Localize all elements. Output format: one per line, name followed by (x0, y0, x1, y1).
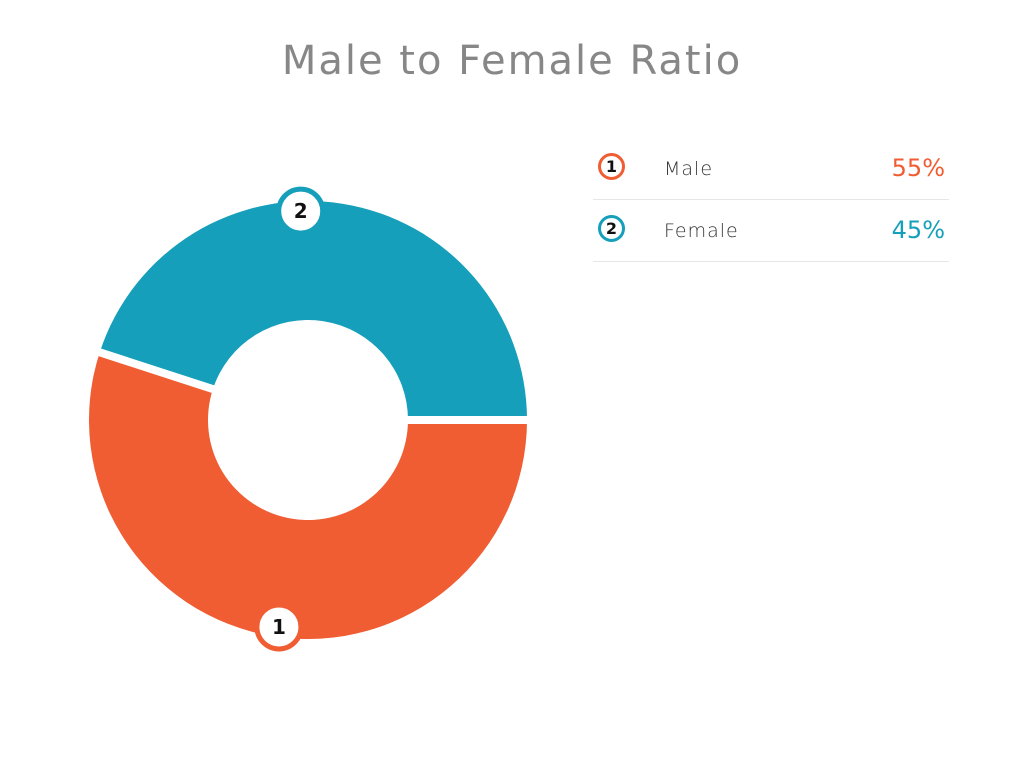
slice-marker-label-1: 1 (272, 615, 286, 639)
legend-label-male: Male (664, 158, 714, 180)
chart-title: Male to Female Ratio (281, 38, 743, 84)
legend-marker-2: 2 (598, 215, 625, 242)
legend-value-female: 45% (891, 216, 945, 244)
legend-item-male[interactable]: 1 Male 55% (593, 138, 949, 200)
slice-marker-1 (254, 602, 304, 652)
slice-separator (94, 347, 217, 394)
legend: 1 Male 55% 2 Female 45% (593, 138, 949, 262)
slice-female[interactable] (99, 201, 527, 420)
legend-label-female: Female (664, 220, 739, 242)
legend-marker-1: 1 (598, 153, 625, 180)
legend-item-female[interactable]: 2 Female 45% (593, 200, 949, 262)
legend-value-male: 55% (891, 154, 945, 182)
slice-marker-label-2: 2 (294, 199, 308, 223)
slice-marker-2 (276, 186, 326, 236)
